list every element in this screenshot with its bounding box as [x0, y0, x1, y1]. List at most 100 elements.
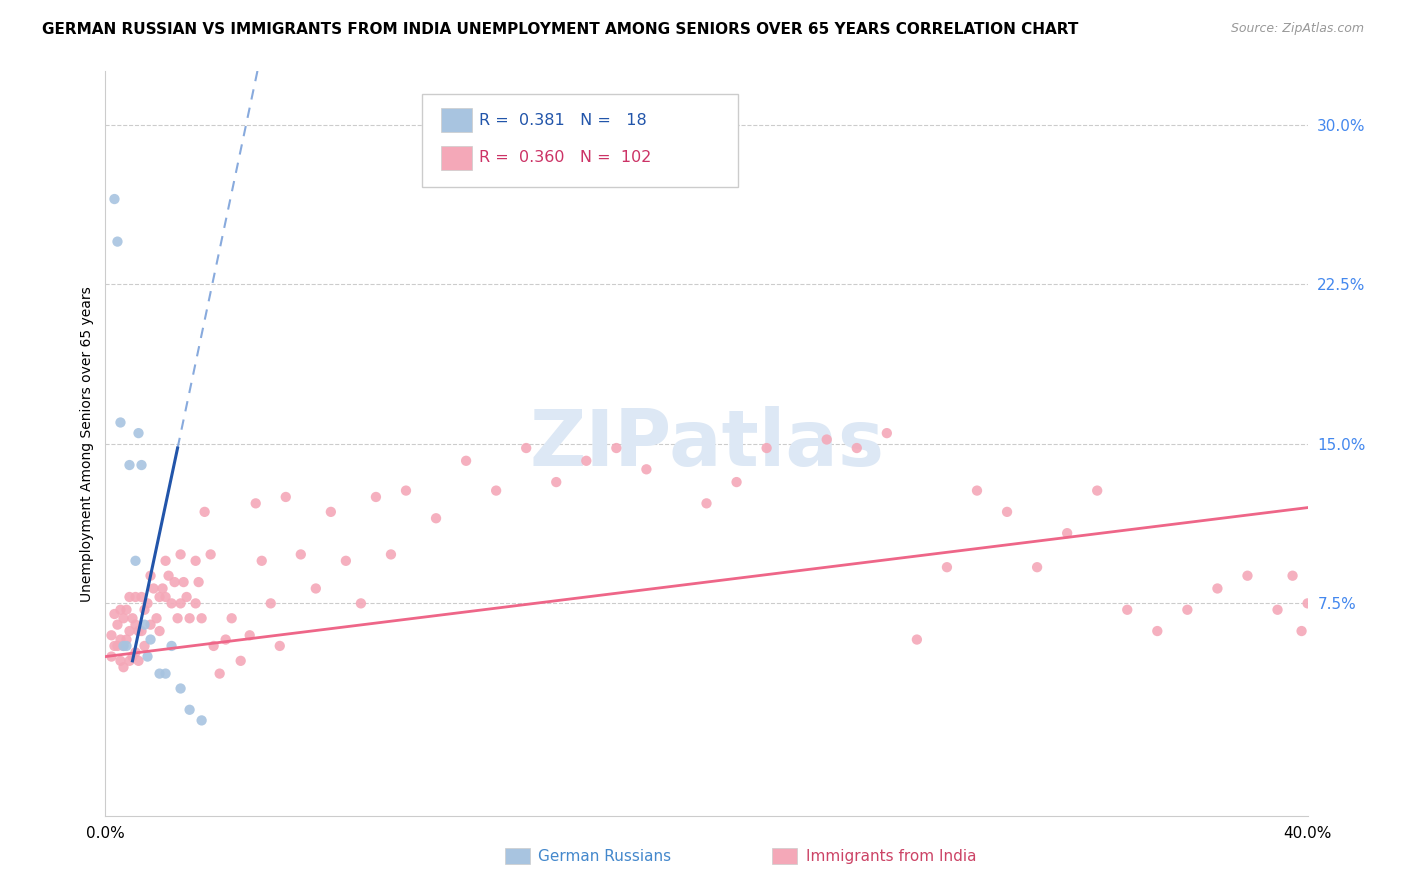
- Point: [229, 654, 252, 668]
- Point: [128, 624, 150, 638]
- Point: [139, 617, 162, 632]
- Point: [142, 582, 165, 596]
- Point: [245, 496, 267, 510]
- Point: [350, 596, 373, 610]
- Point: [139, 568, 162, 582]
- Point: [995, 505, 1018, 519]
- Point: [166, 611, 188, 625]
- Point: [636, 462, 658, 476]
- Point: [575, 454, 598, 468]
- Point: [876, 426, 898, 441]
- Point: [163, 575, 186, 590]
- Point: [1085, 483, 1108, 498]
- Point: [184, 554, 207, 568]
- Point: [118, 590, 141, 604]
- Point: [136, 596, 159, 610]
- Point: [100, 628, 122, 642]
- Point: [155, 590, 177, 604]
- Point: [118, 458, 141, 472]
- Point: [134, 639, 156, 653]
- Point: [425, 511, 447, 525]
- Point: [269, 639, 291, 653]
- Point: [179, 611, 201, 625]
- Point: [155, 554, 177, 568]
- Point: [131, 590, 153, 604]
- Point: [103, 607, 125, 621]
- Point: [103, 192, 125, 206]
- Point: [546, 475, 568, 489]
- Point: [184, 596, 207, 610]
- Point: [319, 505, 342, 519]
- Point: [1236, 568, 1258, 582]
- Point: [115, 639, 138, 653]
- Point: [169, 548, 191, 562]
- Point: [131, 624, 153, 638]
- Point: [110, 654, 132, 668]
- Point: [110, 632, 132, 647]
- Point: [110, 603, 132, 617]
- Point: [128, 654, 150, 668]
- Y-axis label: Unemployment Among Seniors over 65 years: Unemployment Among Seniors over 65 years: [80, 286, 94, 601]
- Point: [121, 611, 143, 625]
- Point: [190, 611, 212, 625]
- Point: [208, 666, 231, 681]
- Point: [1177, 603, 1199, 617]
- Point: [1281, 568, 1303, 582]
- Point: [173, 575, 195, 590]
- Point: [190, 714, 212, 728]
- Point: [845, 441, 868, 455]
- Point: [155, 666, 177, 681]
- Point: [124, 645, 146, 659]
- Point: [124, 590, 146, 604]
- Point: [139, 632, 162, 647]
- Text: ZIPatlas: ZIPatlas: [529, 406, 884, 482]
- Point: [112, 660, 135, 674]
- Point: [148, 590, 170, 604]
- Text: German Russians: German Russians: [538, 849, 672, 863]
- Point: [121, 649, 143, 664]
- Point: [160, 596, 183, 610]
- Point: [966, 483, 988, 498]
- Text: R =  0.381   N =   18: R = 0.381 N = 18: [479, 113, 647, 128]
- Point: [179, 703, 201, 717]
- Point: [148, 666, 170, 681]
- Point: [134, 603, 156, 617]
- Point: [107, 617, 129, 632]
- Point: [100, 649, 122, 664]
- Point: [214, 632, 236, 647]
- Point: [260, 596, 283, 610]
- Point: [112, 611, 135, 625]
- Point: [290, 548, 312, 562]
- Point: [110, 416, 132, 430]
- Point: [1267, 603, 1289, 617]
- Point: [169, 681, 191, 696]
- Point: [905, 632, 928, 647]
- Point: [1146, 624, 1168, 638]
- Point: [202, 639, 225, 653]
- Point: [755, 441, 778, 455]
- Point: [187, 575, 209, 590]
- Point: [605, 441, 627, 455]
- Point: [1291, 624, 1313, 638]
- Point: [200, 548, 222, 562]
- Point: [136, 649, 159, 664]
- Point: [148, 624, 170, 638]
- Text: GERMAN RUSSIAN VS IMMIGRANTS FROM INDIA UNEMPLOYMENT AMONG SENIORS OVER 65 YEARS: GERMAN RUSSIAN VS IMMIGRANTS FROM INDIA …: [42, 22, 1078, 37]
- Point: [103, 639, 125, 653]
- Point: [725, 475, 748, 489]
- Text: Source: ZipAtlas.com: Source: ZipAtlas.com: [1230, 22, 1364, 36]
- Point: [380, 548, 402, 562]
- Point: [145, 611, 167, 625]
- Point: [239, 628, 262, 642]
- Point: [1056, 526, 1078, 541]
- Point: [107, 235, 129, 249]
- Point: [124, 617, 146, 632]
- Point: [364, 490, 387, 504]
- Point: [936, 560, 959, 574]
- Point: [118, 624, 141, 638]
- Point: [124, 554, 146, 568]
- Point: [456, 454, 478, 468]
- Point: [128, 426, 150, 441]
- Point: [112, 639, 135, 653]
- Text: R =  0.360   N =  102: R = 0.360 N = 102: [479, 151, 652, 165]
